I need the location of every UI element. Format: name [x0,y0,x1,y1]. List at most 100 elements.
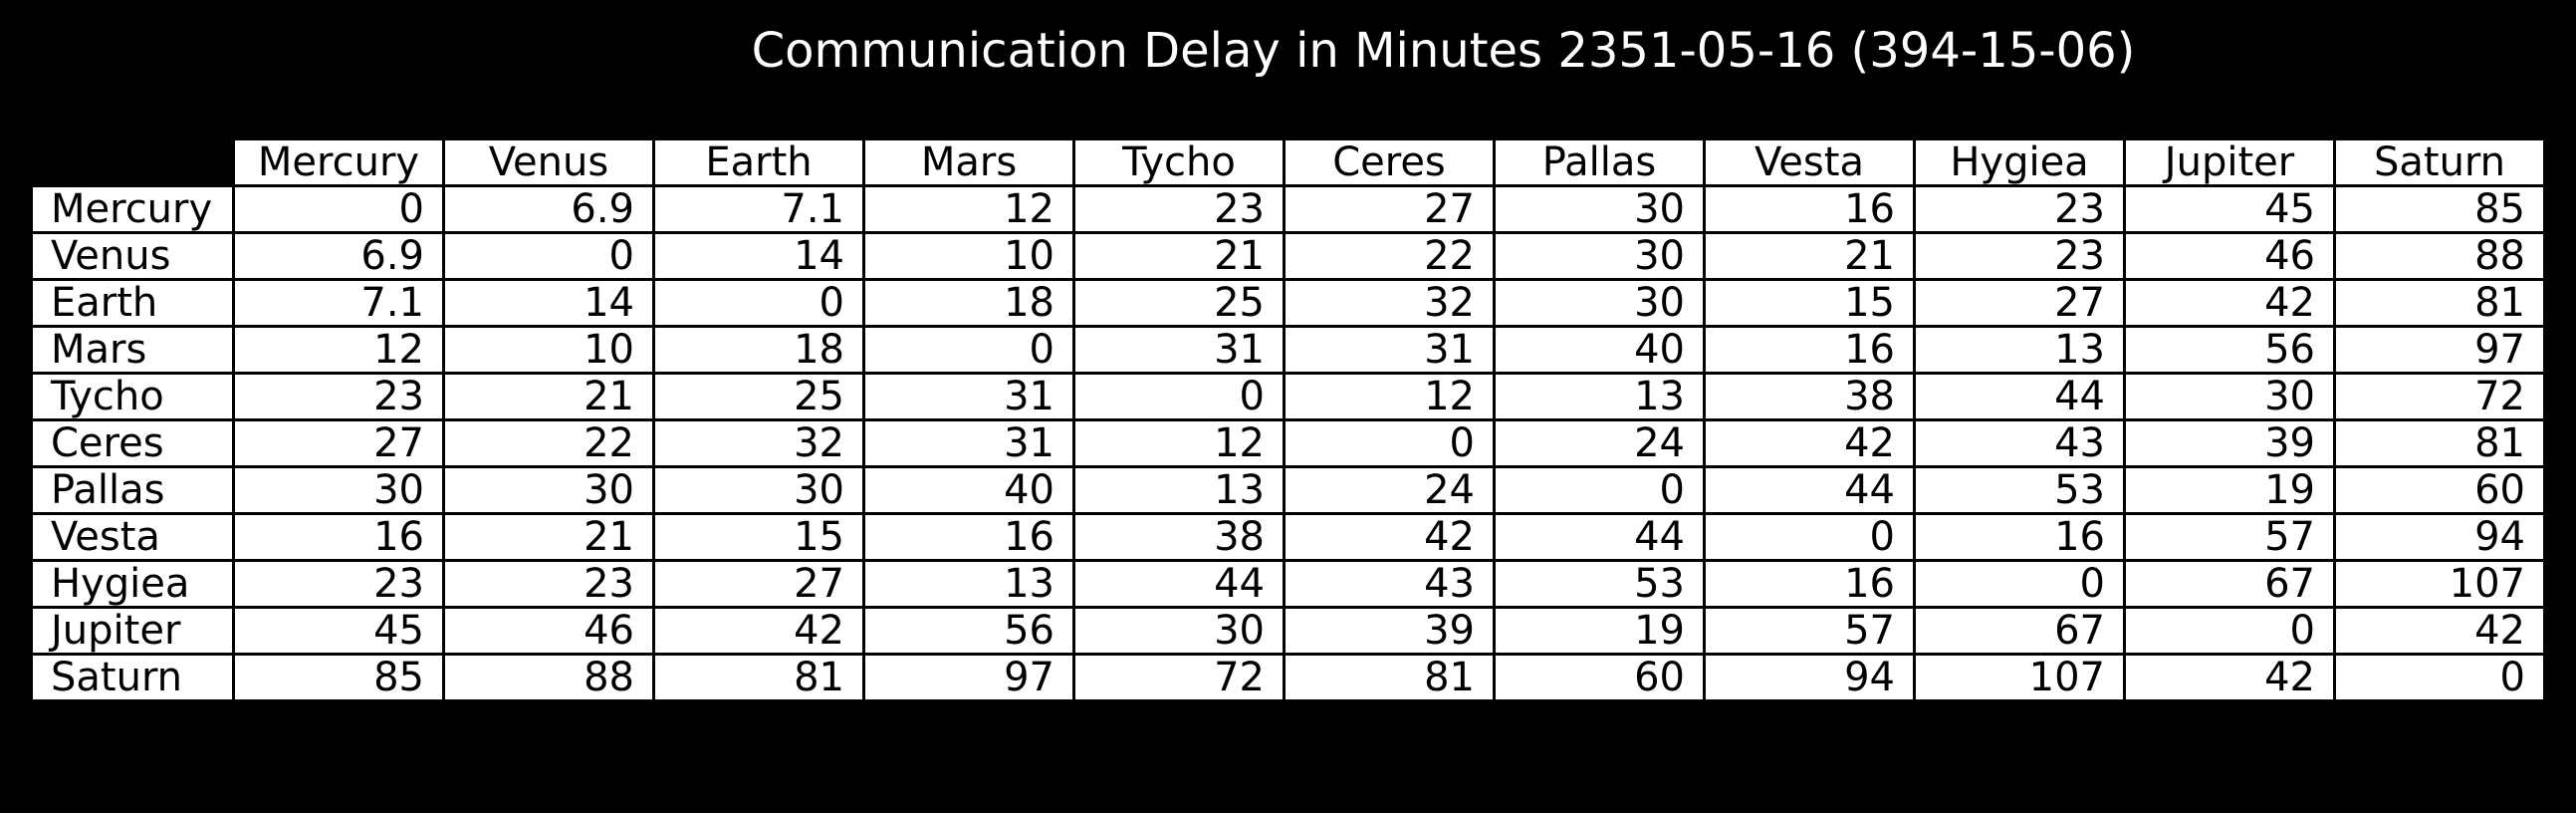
table-cell: 56 [2123,325,2336,375]
table-cell: 16 [862,512,1075,562]
column-header-mercury: Mercury [232,137,445,187]
table-cell: 30 [1493,231,1706,281]
table-cell: 23 [232,559,445,609]
row-header-venus: Venus [30,231,235,281]
table-row-tycho: Tycho 23 21 25 31 0 12 13 38 44 30 72 [30,372,2546,421]
table-cell: 42 [2123,278,2336,328]
table-cell: 46 [2123,231,2336,281]
table-cell: 23 [232,372,445,421]
table-row-hygiea: Hygiea 23 23 27 13 44 43 53 16 0 67 107 [30,559,2546,609]
table-cell: 13 [862,559,1075,609]
table-cell: 0 [442,231,655,281]
table-cell: 39 [2123,418,2336,468]
row-header-pallas: Pallas [30,465,235,515]
table-cell: 42 [2333,606,2546,656]
table-cell: 85 [2333,184,2546,234]
table-cell: 38 [1703,372,1916,421]
table-cell: 107 [2333,559,2546,609]
table-cell: 13 [1913,325,2126,375]
table-cell: 0 [232,184,445,234]
table-cell: 24 [1283,465,1496,515]
table-cell: 10 [442,325,655,375]
table-cell: 22 [1283,231,1496,281]
table-row-pallas: Pallas 30 30 30 40 13 24 0 44 53 19 60 [30,465,2546,515]
table-cell: 97 [862,653,1075,702]
table-cell: 0 [1072,372,1286,421]
row-header-ceres: Ceres [30,418,235,468]
table-cell: 42 [1703,418,1916,468]
table-cell: 14 [442,278,655,328]
table-row-jupiter: Jupiter 45 46 42 56 30 39 19 57 67 0 42 [30,606,2546,656]
table-cell: 60 [2333,465,2546,515]
column-header-pallas: Pallas [1493,137,1706,187]
table-cell: 23 [442,559,655,609]
table-cell: 31 [1283,325,1496,375]
table-cell: 16 [1913,512,2126,562]
table-cell: 0 [2123,606,2336,656]
table-cell: 57 [2123,512,2336,562]
table-cell: 44 [1703,465,1916,515]
table-cell: 15 [652,512,865,562]
table-cell: 12 [1283,372,1496,421]
table-cell: 0 [1913,559,2126,609]
table-cell: 88 [442,653,655,702]
column-header-mars: Mars [862,137,1075,187]
table-row-saturn: Saturn 85 88 81 97 72 81 60 94 107 42 0 [30,653,2546,702]
table-cell: 25 [1072,278,1286,328]
table-cell: 107 [1913,653,2126,702]
table-cell: 44 [1493,512,1706,562]
table-row-vesta: Vesta 16 21 15 16 38 42 44 0 16 57 94 [30,512,2546,562]
table-cell: 97 [2333,325,2546,375]
delay-table: Mercury Venus Earth Mars Tycho Ceres Pallas Ves… [30,137,2546,702]
table-cell: 32 [1283,278,1496,328]
column-header-earth: Earth [652,137,865,187]
table-cell: 27 [652,559,865,609]
table-cell: 27 [1283,184,1496,234]
chart-title: Communication Delay in Minutes 2351-05-1… [751,23,2136,79]
table-cell: 56 [862,606,1075,656]
table-cell: 0 [652,278,865,328]
table-cell: 39 [1283,606,1496,656]
table-cell: 30 [1493,278,1706,328]
table-cell: 30 [2123,372,2336,421]
table-cell: 6.9 [232,231,445,281]
table-cell: 81 [652,653,865,702]
table-cell: 21 [1072,231,1286,281]
table-cell: 22 [442,418,655,468]
table-cell: 42 [2123,653,2336,702]
table-cell: 30 [652,465,865,515]
table-cell: 23 [1913,184,2126,234]
table-cell: 15 [1703,278,1916,328]
row-header-vesta: Vesta [30,512,235,562]
table-cell: 12 [1072,418,1286,468]
table-cell: 40 [862,465,1075,515]
table-cell: 7.1 [232,278,445,328]
column-header-venus: Venus [442,137,655,187]
table-cell: 43 [1283,559,1496,609]
row-header-mercury: Mercury [30,184,235,234]
table-cell: 42 [1283,512,1496,562]
table-cell: 10 [862,231,1075,281]
table-cell: 94 [2333,512,2546,562]
row-header-saturn: Saturn [30,653,235,702]
table-cell: 44 [1913,372,2126,421]
table-cell: 16 [232,512,445,562]
table-cell: 24 [1493,418,1706,468]
table-corner-cell [30,137,235,187]
table-cell: 27 [1913,278,2126,328]
table-cell: 81 [2333,278,2546,328]
table-cell: 18 [652,325,865,375]
table-cell: 21 [442,372,655,421]
table-cell: 0 [2333,653,2546,702]
table-cell: 19 [2123,465,2336,515]
table-cell: 53 [1493,559,1706,609]
table-cell: 18 [862,278,1075,328]
column-header-saturn: Saturn [2333,137,2546,187]
table-cell: 0 [862,325,1075,375]
table-cell: 27 [232,418,445,468]
table-header-row: Mercury Venus Earth Mars Tycho Ceres Pallas Ves… [30,137,2546,187]
table-cell: 60 [1493,653,1706,702]
table-cell: 46 [442,606,655,656]
table-cell: 43 [1913,418,2126,468]
table-cell: 31 [862,372,1075,421]
